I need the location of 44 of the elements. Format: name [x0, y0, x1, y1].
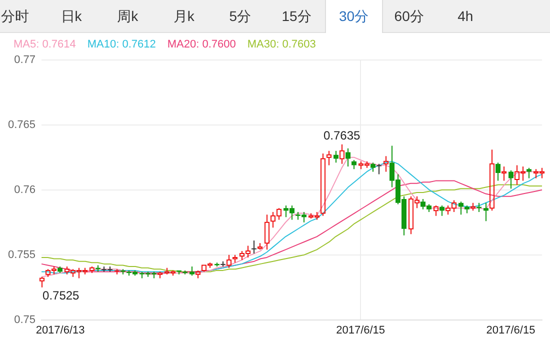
- candlestick: [496, 162, 500, 182]
- candlestick: [326, 150, 332, 166]
- candlestick: [340, 144, 344, 164]
- y-tick-label: 0.75: [14, 314, 36, 326]
- y-tick-label: 0.77: [14, 54, 36, 66]
- candlestick: [484, 202, 488, 222]
- x-tick-label: 2017/6/15: [486, 324, 536, 336]
- text: 4h: [456, 7, 474, 26]
- candlestick: [434, 204, 438, 216]
- text: 15分: [280, 7, 312, 26]
- annotation: 0.7525: [42, 288, 80, 303]
- candlestick: [490, 149, 494, 212]
- candlestick: [190, 266, 194, 276]
- candlestick: [346, 148, 350, 168]
- candlestick: [352, 160, 356, 170]
- text: MA20: 0.7600: [167, 38, 236, 51]
- x-tick-label: 2017/6/13: [36, 324, 85, 336]
- candlestick: [440, 204, 444, 216]
- text: 60分: [393, 7, 425, 26]
- annotation: 0.7635: [323, 128, 360, 143]
- x-tick-label: 2017/6/15: [336, 324, 386, 336]
- candlestick: [264, 214, 270, 250]
- text: MA10: 0.7612: [87, 38, 156, 51]
- candlestick: [252, 240, 256, 254]
- candlestick: [334, 150, 338, 164]
- text: 5分: [228, 7, 252, 26]
- candlestick: [458, 201, 464, 216]
- candlestick: [526, 167, 532, 179]
- candlestick: [384, 156, 388, 172]
- candlestick: [370, 162, 376, 172]
- candlestick: [508, 170, 514, 190]
- text: MA5: 0.7614: [14, 38, 76, 51]
- candlestick: [376, 163, 382, 175]
- y-tick-label: 0.76: [14, 184, 36, 196]
- candlestick: [502, 166, 506, 182]
- y-tick-label: 0.755: [8, 248, 36, 261]
- text: 月k: [172, 7, 196, 26]
- text: 分时: [0, 7, 30, 26]
- text: 30分: [324, 0, 383, 33]
- y-tick-label: 0.765: [8, 118, 36, 131]
- text: 日k: [60, 7, 83, 26]
- text: 周k: [116, 7, 140, 26]
- candlestick: [226, 254, 232, 268]
- text: MA30: 0.7603: [247, 38, 316, 51]
